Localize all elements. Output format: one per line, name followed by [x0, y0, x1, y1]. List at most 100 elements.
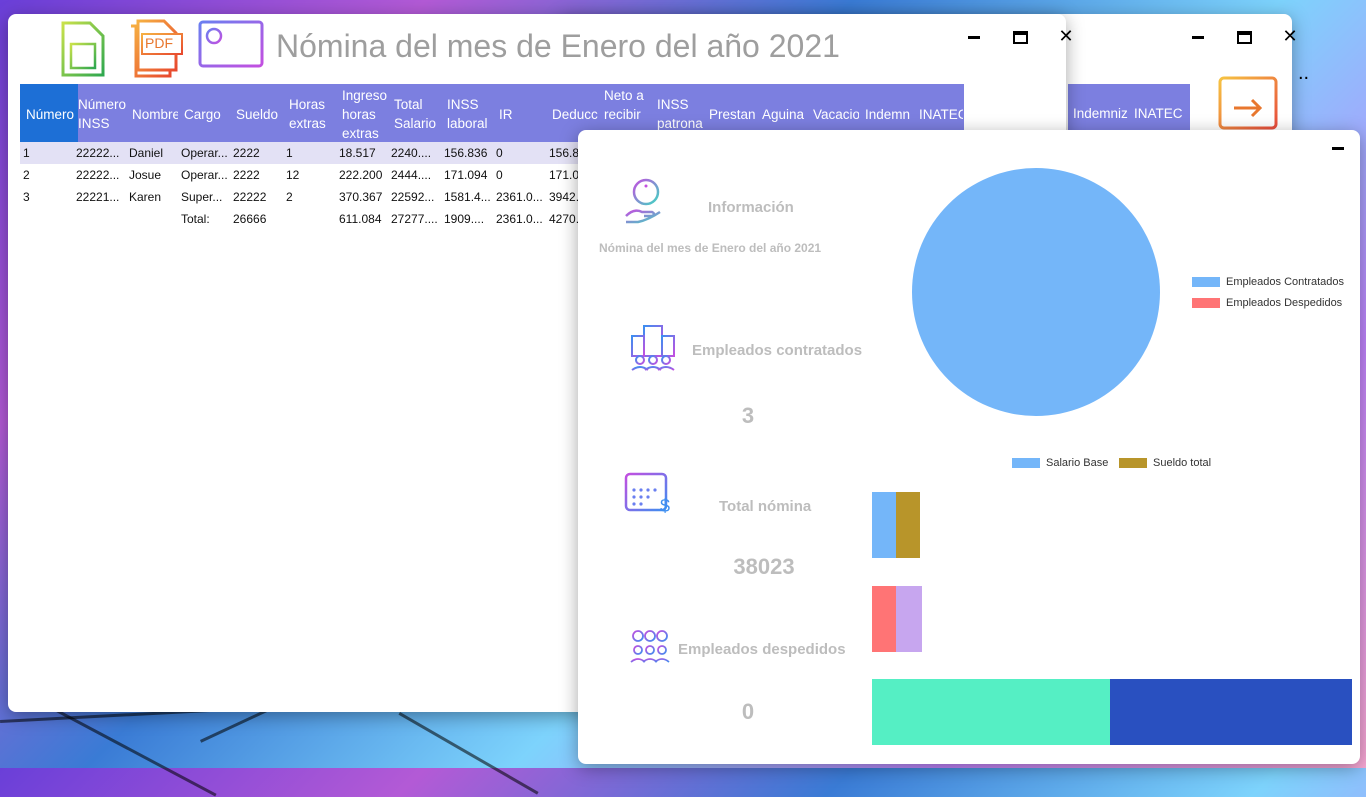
- cell: 0: [496, 146, 503, 160]
- legend-label: Sueldo total: [1153, 457, 1212, 469]
- cell: 222.200: [339, 168, 383, 182]
- table-total-row: Total: 26666 611.084 27277.... 1909.... …: [20, 208, 580, 230]
- cell: 2361.0...: [496, 212, 543, 226]
- cell: 0: [496, 168, 503, 182]
- table-row[interactable]: 1 22222... Daniel Operar... 2222 1 18.51…: [20, 142, 580, 164]
- hired-value: 3: [741, 403, 755, 428]
- cell: 171.09...: [549, 168, 579, 182]
- cell: 156.8...: [549, 146, 579, 160]
- cell: 3: [23, 190, 30, 204]
- cell: 22222...: [76, 146, 120, 160]
- cell: 171.094: [444, 168, 488, 182]
- column-header-ingreso-horas-extras[interactable]: Ingreso horas extras: [342, 87, 388, 141]
- column-header-horas-extras[interactable]: Horas extras: [289, 97, 326, 131]
- legend-swatch: [1012, 458, 1040, 468]
- close-button[interactable]: ✕: [1282, 26, 1298, 46]
- column-header-inss-patronal[interactable]: INSS patronal: [657, 97, 703, 131]
- minimize-button[interactable]: [964, 26, 984, 46]
- dashboard-window: Información Nómina del mes de Enero del …: [578, 130, 1360, 764]
- table-row[interactable]: 3 22221... Karen Super... 22222 2 370.36…: [20, 186, 580, 208]
- column-header-neto[interactable]: Neto a recibir: [604, 88, 644, 122]
- pie-chart: [912, 168, 1160, 416]
- employees-building-icon: [628, 322, 678, 377]
- cell: 1909....: [444, 212, 485, 226]
- pdf-icon[interactable]: PDF: [128, 18, 184, 83]
- minimize-button[interactable]: [1188, 26, 1208, 46]
- cell: 12: [286, 168, 300, 182]
- cell: 2444....: [391, 168, 432, 182]
- legend-item-contratados: Empleados Contratados: [1192, 276, 1344, 288]
- column-header-numero-inss[interactable]: Número INSS: [78, 97, 126, 131]
- payroll-window-controls: ✕: [964, 26, 1076, 46]
- column-header-aguina[interactable]: Aguina: [762, 106, 805, 122]
- column-header-nombre[interactable]: Nombre: [132, 106, 178, 122]
- cell: 370.367: [339, 190, 383, 204]
- fired-label: Empleados despedidos: [678, 641, 846, 658]
- cell: Operar...: [181, 168, 228, 182]
- bar-series-5: [872, 679, 1110, 745]
- column-header-sueldo[interactable]: Sueldo: [236, 106, 279, 122]
- export-calendar-icon[interactable]: [1218, 72, 1282, 132]
- column-header-vacacio[interactable]: Vacacio: [813, 106, 859, 122]
- column-header-cargo[interactable]: Cargo: [184, 106, 221, 122]
- maximize-button[interactable]: [1234, 26, 1254, 46]
- column-header-deducc[interactable]: Deducc: [552, 106, 598, 122]
- maximize-button[interactable]: [1010, 26, 1030, 46]
- column-header-indemn[interactable]: Indemn: [865, 106, 911, 122]
- legend-label: Empleados Despedidos: [1226, 297, 1343, 309]
- info-hand-icon: [624, 178, 664, 229]
- minimize-button[interactable]: [1332, 140, 1344, 158]
- legend-swatch: [1192, 298, 1220, 308]
- legend-swatch: [1192, 277, 1220, 287]
- calendar-money-icon: $: [624, 468, 674, 521]
- back-window-controls: ✕: [1188, 26, 1300, 46]
- bar-series-3: [872, 586, 896, 652]
- cell: Daniel: [129, 146, 164, 160]
- info-label: Información: [708, 199, 794, 216]
- hired-label: Empleados contratados: [692, 342, 863, 359]
- cell: Total:: [181, 212, 210, 226]
- column-header-inatec[interactable]: INATEC: [919, 106, 963, 122]
- legend-item-salario-base: Salario Base: [1012, 457, 1108, 469]
- bg-line: [398, 712, 539, 795]
- column-header-prestan[interactable]: Prestan: [709, 106, 756, 122]
- bar-sueldo-total: [896, 492, 920, 558]
- legend-item-sueldo-total: Sueldo total: [1119, 457, 1211, 469]
- total-value: 38023: [733, 554, 795, 579]
- cell: Super...: [181, 190, 223, 204]
- employees-fired-icon: [628, 628, 672, 673]
- pdf-icon-text: PDF: [145, 35, 173, 51]
- page-title: Nómina del mes de Enero del año 2021: [276, 28, 840, 64]
- cell: 22222...: [76, 168, 120, 182]
- cell: 2361.0...: [496, 190, 543, 204]
- close-button[interactable]: ✕: [1058, 26, 1074, 46]
- column-header[interactable]: INATEC: [1134, 106, 1183, 121]
- cell: 22592...: [391, 190, 435, 204]
- table-row[interactable]: 2 22222... Josue Operar... 2222 12 222.2…: [20, 164, 580, 186]
- column-header-numero[interactable]: Número: [20, 84, 78, 144]
- cell: 611.084: [339, 212, 382, 226]
- cell: 27277....: [391, 212, 438, 226]
- cell: 22221...: [76, 190, 120, 204]
- column-header-total-salario[interactable]: Total Salario: [394, 97, 437, 131]
- cell: 1581.4...: [444, 190, 491, 204]
- bar-series-6: [1110, 679, 1352, 745]
- column-header[interactable]: Indemniz: [1073, 106, 1128, 121]
- cell: 2222: [233, 146, 260, 160]
- cell: 2222: [233, 168, 260, 182]
- excel-icon[interactable]: [60, 20, 106, 83]
- column-header-inss-laboral[interactable]: INSS laboral: [447, 97, 488, 131]
- column-header-ir[interactable]: IR: [499, 106, 513, 122]
- cell: Josue: [129, 168, 162, 182]
- legend-swatch: [1119, 458, 1147, 468]
- cell: 22222: [233, 190, 267, 204]
- cell: 26666: [233, 212, 267, 226]
- table-header: Número Número INSS Nombre Cargo Sueldo H…: [20, 84, 964, 144]
- legend-label: Empleados Contratados: [1226, 276, 1345, 288]
- cell: 1: [286, 146, 293, 160]
- cell: Operar...: [181, 146, 228, 160]
- dashboard-subtitle: Nómina del mes de Enero del año 2021: [599, 241, 822, 255]
- cell: 18.517: [339, 146, 376, 160]
- chart-dashboard-icon[interactable]: [198, 20, 264, 83]
- fired-value: 0: [741, 699, 755, 724]
